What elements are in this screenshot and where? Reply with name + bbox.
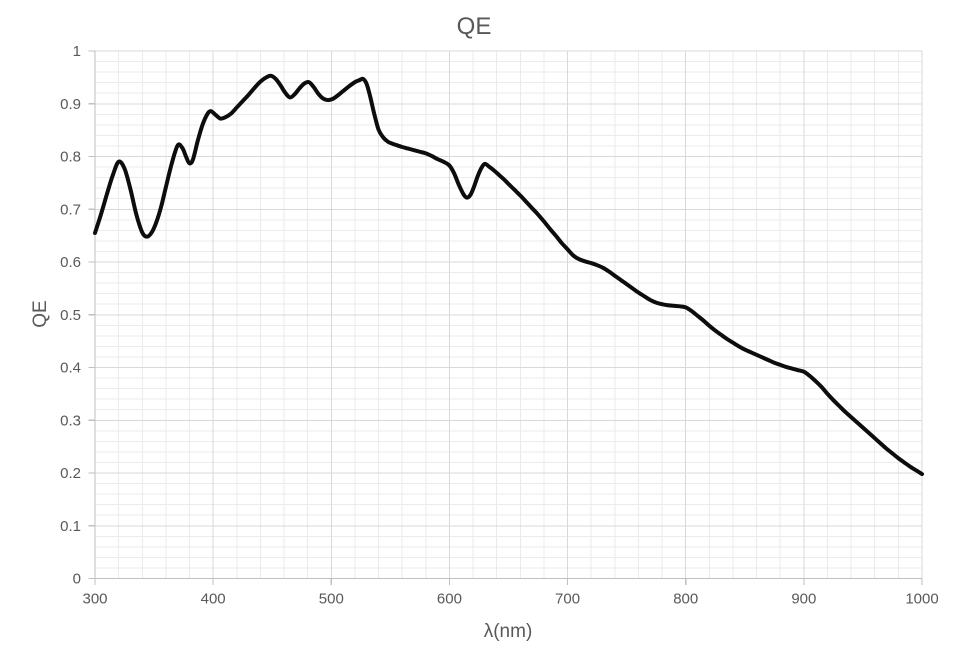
qe-curve [93, 73, 924, 477]
y-tick-label: 0.7 [60, 201, 81, 218]
y-tick-label: 0.2 [60, 465, 81, 482]
x-tick-label: 600 [437, 591, 462, 608]
y-tick-label: 1 [73, 43, 81, 60]
x-tick-label: 500 [319, 591, 344, 608]
x-tick-label: 900 [791, 591, 816, 608]
y-tick-label: 0.4 [60, 360, 81, 377]
x-tick-label: 300 [82, 591, 107, 608]
y-tick-label: 0.3 [60, 412, 81, 429]
y-axis-label: QE [30, 300, 51, 327]
y-tick-label: 0.1 [60, 518, 81, 535]
y-tick-label: 0.8 [60, 149, 81, 166]
chart-title: QE [457, 13, 492, 40]
x-tick-label: 700 [555, 591, 580, 608]
x-tick-label: 1000 [905, 591, 938, 608]
x-axis-tick-labels: 300 400 500 600 700 800 900 1000 [82, 591, 938, 608]
axis-lines [88, 50, 923, 585]
y-axis-tick-labels: 0 0.1 0.2 0.3 0.4 0.5 0.6 0.7 0.8 0.9 1 [60, 43, 81, 588]
x-tick-label: 800 [673, 591, 698, 608]
y-tick-label: 0 [73, 571, 81, 588]
y-tick-label: 0.5 [60, 307, 81, 324]
x-tick-label: 400 [201, 591, 226, 608]
y-tick-label: 0.9 [60, 96, 81, 113]
x-axis-label: λ(nm) [484, 621, 533, 642]
y-tick-label: 0.6 [60, 254, 81, 271]
